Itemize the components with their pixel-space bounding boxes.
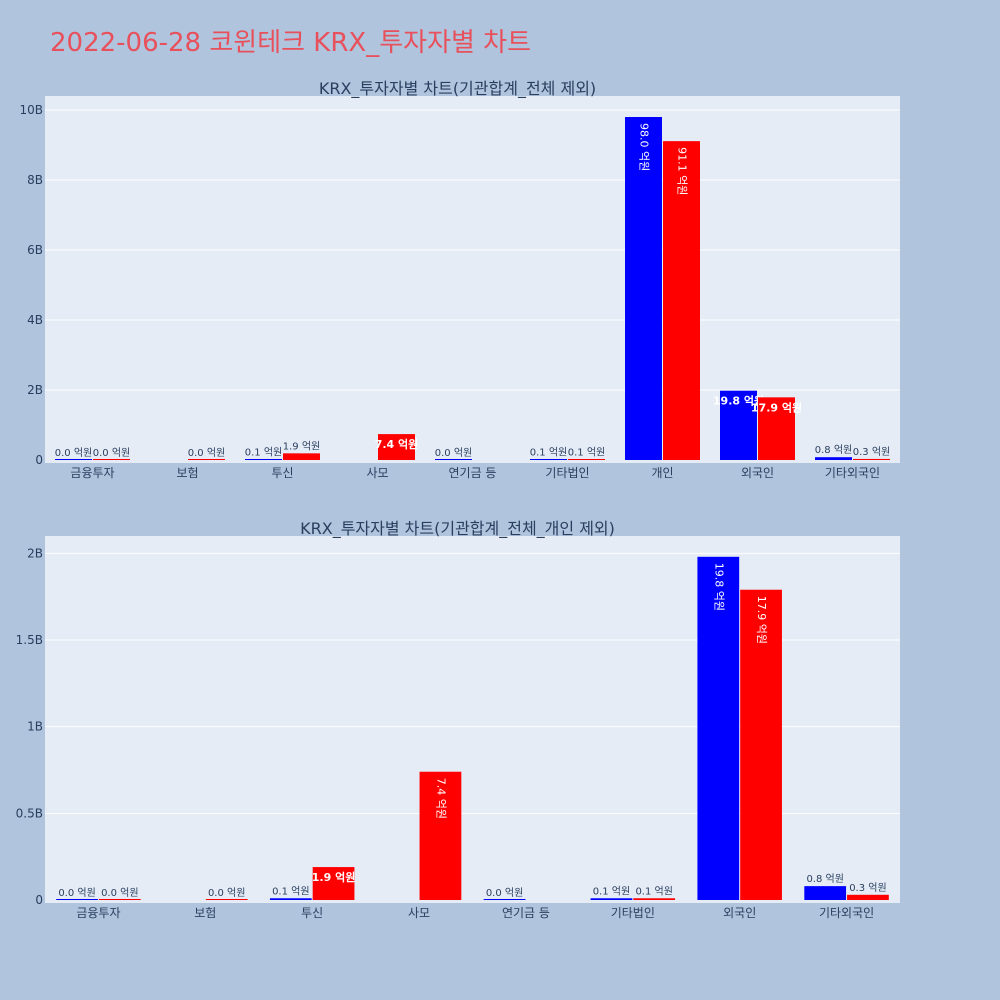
chart-1: 0 2B 4B 6B 8B 10B KRX_투자자별 차트(기관합계_전체 제외) 금융투자 0… xyxy=(19,79,900,480)
bar xyxy=(419,771,462,900)
data-label: 0.1 억원 xyxy=(593,885,630,897)
data-label: 91.1 억원 xyxy=(676,147,689,195)
bar xyxy=(188,459,225,460)
data-label: 0.3 억원 xyxy=(853,446,890,458)
plot-area xyxy=(45,96,900,463)
x-tick-label: 보험 xyxy=(176,466,198,480)
x-tick-label: 투신 xyxy=(271,466,293,480)
data-label: 0.3 억원 xyxy=(849,882,886,894)
data-label: 0.1 억원 xyxy=(635,885,672,897)
x-tick-label: 외국인 xyxy=(741,466,774,480)
x-tick-label: 외국인 xyxy=(723,906,756,920)
y-tick-label: 2B xyxy=(27,546,43,560)
bar xyxy=(55,459,92,460)
bar xyxy=(758,397,795,460)
data-label: 0.0 억원 xyxy=(435,447,472,459)
data-label: 0.1 억원 xyxy=(245,447,282,459)
y-tick-label: 0 xyxy=(35,893,43,907)
x-tick-label: 사모 xyxy=(408,906,430,920)
bar xyxy=(720,390,757,460)
y-tick-label: 0.5B xyxy=(16,806,43,820)
bar xyxy=(56,899,98,900)
bar xyxy=(697,556,740,900)
bar xyxy=(269,898,312,900)
chart-title: KRX_투자자별 차트(기관합계_전체 제외) xyxy=(319,79,596,99)
y-tick-label: 8B xyxy=(27,173,43,187)
bar xyxy=(205,899,248,900)
data-label: 0.0 억원 xyxy=(188,447,225,459)
data-label: 0.0 억원 xyxy=(93,447,130,459)
bar xyxy=(435,459,472,460)
bar xyxy=(93,459,130,460)
bar xyxy=(245,459,282,460)
data-label: 0.0 억원 xyxy=(55,447,92,459)
data-label: 19.8 억원 xyxy=(713,394,764,408)
bar xyxy=(847,894,889,900)
bar xyxy=(530,459,567,460)
bar xyxy=(804,886,847,900)
bar xyxy=(312,867,355,900)
data-label: 0.8 억원 xyxy=(815,444,852,456)
x-tick-label: 기타외국인 xyxy=(819,906,874,920)
data-label: 0.0 억원 xyxy=(101,887,138,899)
y-tick-label: 1B xyxy=(27,720,43,734)
y-tick-label: 2B xyxy=(27,383,43,397)
data-label: 1.9 억원 xyxy=(312,870,356,884)
y-tick-label: 10B xyxy=(19,103,43,117)
x-tick-label: 연기금 등 xyxy=(449,466,497,480)
bar xyxy=(815,457,852,460)
chart-2: 0 0.5B 1B 1.5B 2B KRX_투자자별 차트(기관합계_전체_개인 제외) 금… xyxy=(16,519,900,920)
x-tick-label: 보험 xyxy=(194,906,216,920)
bar xyxy=(483,899,526,900)
bar xyxy=(625,117,662,460)
x-tick-label: 기타법인 xyxy=(611,906,655,920)
y-tick-label: 4B xyxy=(27,313,43,327)
bar xyxy=(590,898,633,900)
data-label: 17.9 억원 xyxy=(751,400,802,414)
data-label: 0.1 억원 xyxy=(568,447,605,459)
chart-title: KRX_투자자별 차트(기관합계_전체_개인 제외) xyxy=(300,519,615,539)
bar xyxy=(98,899,141,900)
bar xyxy=(740,589,782,900)
data-label: 7.4 억원 xyxy=(434,778,447,819)
data-label: 19.8 억원 xyxy=(712,563,725,611)
x-tick-label: 금융투자 xyxy=(76,906,120,920)
bar xyxy=(283,453,320,460)
data-label: 0.8 억원 xyxy=(806,873,843,885)
data-label: 0.1 억원 xyxy=(272,885,309,897)
bar xyxy=(378,434,415,460)
data-label: 0.1 억원 xyxy=(530,447,567,459)
data-label: 0.0 억원 xyxy=(208,887,245,899)
page-title: 2022-06-28 코윈테크 KRX_투자자별 차트 xyxy=(50,28,532,58)
bar xyxy=(568,459,605,460)
data-label: 0.0 억원 xyxy=(58,887,95,899)
x-tick-label: 기타외국인 xyxy=(825,466,880,480)
data-label: 0.0 억원 xyxy=(486,887,523,899)
x-tick-label: 개인 xyxy=(651,466,673,480)
data-label: 98.0 억원 xyxy=(638,123,651,171)
x-tick-label: 금융투자 xyxy=(70,466,114,480)
x-tick-label: 연기금 등 xyxy=(502,906,550,920)
bar xyxy=(663,141,700,460)
y-tick-label: 6B xyxy=(27,243,43,257)
x-tick-label: 투신 xyxy=(301,906,323,920)
y-tick-label: 0 xyxy=(35,453,43,467)
x-tick-label: 사모 xyxy=(366,466,388,480)
x-tick-label: 기타법인 xyxy=(545,466,589,480)
data-label: 1.9 억원 xyxy=(283,440,320,452)
bar xyxy=(853,458,890,460)
y-tick-label: 1.5B xyxy=(16,633,43,647)
data-label: 7.4 억원 xyxy=(375,437,419,451)
data-label: 17.9 억원 xyxy=(755,596,768,644)
bar xyxy=(633,898,676,900)
